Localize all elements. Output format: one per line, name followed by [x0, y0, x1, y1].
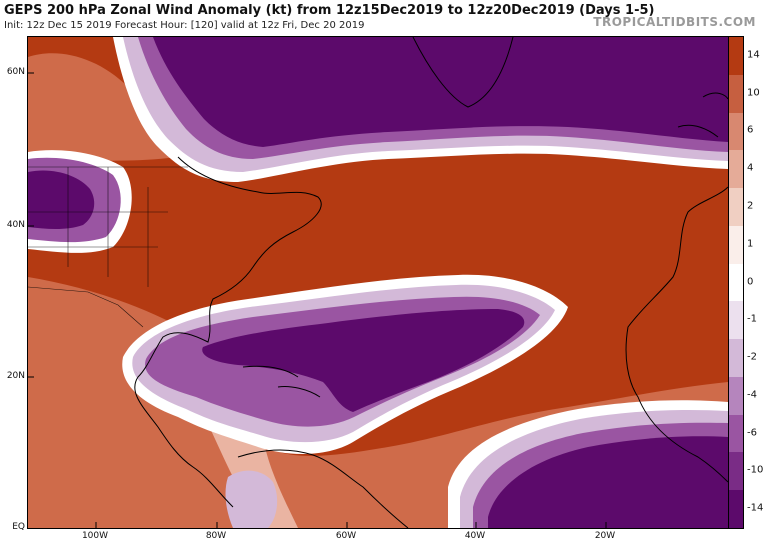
- border-states-2: [28, 211, 168, 248]
- chart-title: GEPS 200 hPa Zonal Wind Anomaly (kt) fro…: [4, 3, 655, 18]
- coast-africa: [625, 186, 728, 483]
- colorbar-segment: [729, 150, 743, 189]
- colorbar-segment: [729, 37, 743, 76]
- colorbar-segment: [729, 301, 743, 340]
- westerly-light-north-west: [28, 53, 178, 161]
- colorbar-label: 14: [747, 49, 760, 61]
- borders: [28, 166, 188, 328]
- colorbar-label: 2: [747, 200, 754, 212]
- colorbar-segment: [729, 263, 743, 302]
- lon-label-80w: 80W: [205, 531, 227, 541]
- colorbar-label: -14: [747, 502, 764, 514]
- colorbar-segment: [729, 414, 743, 453]
- site-credit: TROPICALTIDBITS.COM: [593, 15, 756, 29]
- coastlines: [134, 37, 728, 528]
- colorbar-segment: [729, 490, 743, 529]
- lon-label-40w: 40W: [464, 531, 486, 541]
- colorbar-label: 10: [747, 87, 760, 99]
- colorbar-label: -2: [747, 351, 757, 363]
- colorbar-segment: [729, 74, 743, 114]
- lat-label-eq: EQ: [12, 522, 25, 532]
- colorbar-segment: [729, 112, 743, 151]
- colorbar-label: -6: [747, 427, 757, 439]
- border-mexico: [28, 286, 144, 328]
- easterly-south-core: [488, 436, 728, 528]
- coast-europe: [677, 92, 728, 138]
- lon-label-60w: 60W: [335, 531, 357, 541]
- colorbar-label: 6: [747, 124, 754, 136]
- colorbar-segment: [729, 225, 743, 265]
- coast-greenland: [412, 37, 514, 108]
- colorbar-segment: [729, 188, 743, 227]
- easterly-panama: [225, 470, 278, 528]
- colorbar-label: 4: [747, 162, 754, 174]
- colorbar-segment: [729, 376, 743, 416]
- colorbar: [728, 36, 744, 529]
- coast-south-america: [237, 449, 409, 528]
- easterly-central-core: [202, 309, 525, 412]
- coast-caribbean: [242, 365, 321, 398]
- lon-label-20w: 20W: [594, 531, 616, 541]
- colorbar-label: 1: [747, 238, 754, 250]
- colorbar-label: 0: [747, 276, 754, 287]
- colorbar-segment: [729, 339, 743, 378]
- colorbar-label: -10: [747, 464, 764, 476]
- colorbar-label: -1: [747, 313, 757, 325]
- colorbar-label: -4: [747, 389, 757, 401]
- lat-label-40n: 40N: [6, 220, 25, 230]
- colorbar-segment: [729, 452, 743, 491]
- chart-subtitle: Init: 12z Dec 15 2019 Forecast Hour: [12…: [4, 20, 365, 31]
- anomaly-map: [28, 37, 728, 528]
- border-states-1: [67, 167, 149, 287]
- lat-label-20n: 20N: [6, 371, 25, 381]
- map-panel: [27, 36, 729, 529]
- easterly-north-core: [153, 37, 728, 147]
- lat-label-60n: 60N: [6, 67, 25, 77]
- lon-label-100w: 100W: [81, 531, 109, 541]
- easterly-west-core: [28, 170, 95, 229]
- coast-north-america: [134, 156, 322, 508]
- grid-ticks: [28, 72, 607, 528]
